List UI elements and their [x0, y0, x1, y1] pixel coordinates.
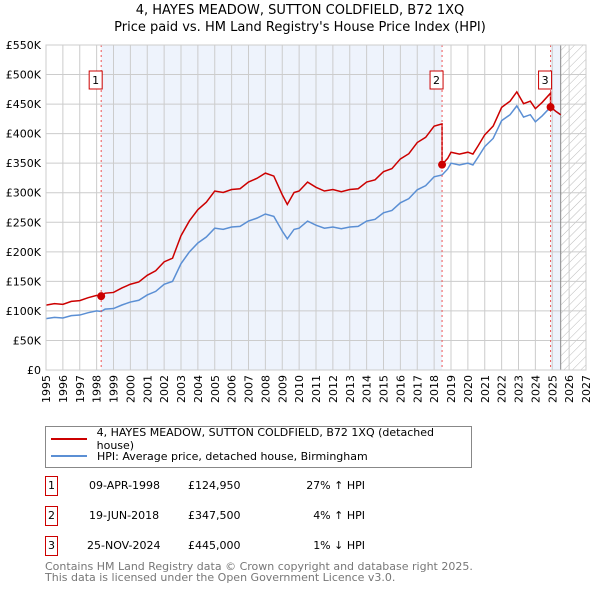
sale-price: £347,500: [188, 509, 241, 522]
legend-item-price: 4, HAYES MEADOW, SUTTON COLDFIELD, B72 1…: [46, 426, 471, 452]
y-tick-label: £350K: [6, 157, 42, 170]
legend-label: 4, HAYES MEADOW, SUTTON COLDFIELD, B72 1…: [96, 426, 434, 452]
sale-marker-box: 3: [45, 536, 58, 556]
y-tick-label: £150K: [6, 275, 42, 288]
sale-hpi: 1% ↓ HPI: [313, 539, 365, 552]
plot-frame: [45, 44, 587, 371]
sale-hpi: 27% ↑ HPI: [306, 479, 365, 492]
price-line: [45, 90, 562, 306]
sale-date: 09-APR-1998: [89, 479, 161, 492]
x-tick-label: 1997: [74, 375, 87, 403]
x-tick-label: 1998: [91, 375, 104, 403]
x-tick-label: 2027: [580, 375, 593, 403]
x-tick-label: 1995: [40, 375, 53, 403]
sale-price: £124,950: [188, 479, 241, 492]
y-tick-label: £400K: [6, 128, 42, 141]
sale-label: 3: [542, 74, 549, 87]
x-tick-label: 2014: [361, 375, 374, 403]
sale-label-box: [429, 70, 444, 90]
footer-line: Contains HM Land Registry data © Crown c…: [45, 560, 473, 573]
sale-marker-box: 1: [45, 476, 58, 496]
x-tick-label: 2021: [479, 375, 492, 403]
chart-title: 4, HAYES MEADOW, SUTTON COLDFIELD, B72 1…: [135, 3, 465, 18]
sale-date: 25-NOV-2024: [87, 539, 161, 552]
sale-marker-box: 2: [45, 506, 58, 526]
sale-label: 1: [92, 74, 99, 87]
x-tick-label: 2025: [546, 375, 559, 403]
chart-subtitle: Price paid vs. HM Land Registry's House …: [114, 20, 486, 35]
sale-point: [97, 292, 106, 301]
x-tick-label: 1996: [57, 375, 70, 403]
x-tick-label: 2015: [378, 375, 391, 403]
y-tick-label: £250K: [6, 216, 42, 229]
footer-line: This data is licensed under the Open Gov…: [45, 571, 396, 584]
x-tick-label: 2013: [344, 375, 357, 403]
x-tick-label: 2008: [259, 375, 272, 403]
x-tick-label: 2007: [243, 375, 256, 403]
x-tick-label: 2017: [411, 375, 424, 403]
legend: 4, HAYES MEADOW, SUTTON COLDFIELD, B72 1…: [45, 426, 472, 468]
x-tick-label: 2020: [462, 375, 475, 403]
x-tick-label: 1999: [108, 375, 121, 403]
y-tick-label: £200K: [6, 246, 42, 259]
y-tick-label: £0: [27, 364, 41, 377]
x-tick-label: 2018: [428, 375, 441, 403]
sale-label-box: [88, 70, 103, 90]
shaded-period: [101, 45, 443, 370]
x-tick-label: 2009: [276, 375, 289, 403]
x-tick-label: 2011: [310, 375, 323, 403]
x-tick-label: 2000: [124, 375, 137, 403]
forecast-hatch: [560, 45, 586, 370]
x-tick-label: 2016: [394, 375, 407, 403]
x-tick-label: 2012: [327, 375, 340, 403]
y-tick-label: £50K: [13, 334, 42, 347]
shaded-period: [550, 45, 561, 370]
x-tick-label: 2003: [175, 375, 188, 403]
x-tick-label: 2026: [563, 375, 576, 403]
x-tick-label: 2002: [158, 375, 171, 403]
x-tick-label: 2019: [445, 375, 458, 403]
footer: Contains HM Land Registry data © Crown c…: [45, 561, 473, 583]
chart: 1995 1996 1997 1998 1999 2000 2001 2002 2003 2004…: [6, 39, 593, 403]
x-tick-label: 2024: [529, 375, 542, 403]
x-tick-label: 2006: [226, 375, 239, 403]
legend-item-hpi: HPI: Average price, detached house, Birm…: [46, 448, 368, 464]
y-tick-label: £500K: [6, 69, 42, 82]
legend-label: HPI: Average price, detached house, Birm…: [97, 449, 368, 463]
y-tick-label: £450K: [6, 98, 42, 111]
x-tick-label: 2023: [513, 375, 526, 403]
sale-label-box: [538, 70, 553, 90]
y-tick-label: £550K: [6, 39, 42, 52]
x-tick-label: 2022: [496, 375, 509, 403]
x-tick-label: 2001: [141, 375, 154, 403]
hpi-line: [45, 104, 562, 320]
sale-point: [438, 160, 447, 169]
sale-price: £445,000: [188, 539, 241, 552]
x-tick-label: 2005: [209, 375, 222, 403]
x-tick-label: 2010: [293, 375, 306, 403]
sale-point: [546, 103, 555, 112]
x-tick-label: 2004: [192, 375, 205, 403]
sale-label: 2: [433, 74, 440, 87]
y-tick-label: £100K: [6, 305, 42, 318]
sale-hpi: 4% ↑ HPI: [313, 509, 365, 522]
sale-date: 19-JUN-2018: [89, 509, 160, 522]
y-tick-label: £300K: [6, 187, 42, 200]
